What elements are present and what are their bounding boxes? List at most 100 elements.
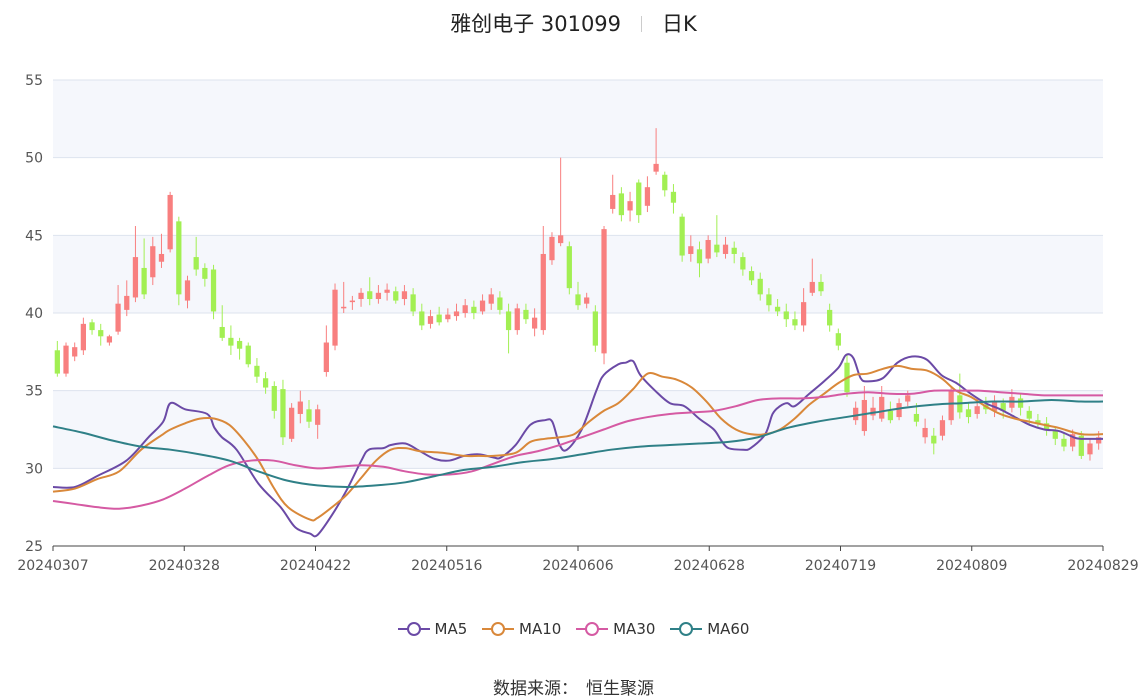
ma-line-ma30	[52, 389, 1103, 510]
candle-body	[575, 294, 581, 306]
candle-body	[722, 244, 729, 254]
x-tick-label: 20240606	[542, 558, 613, 574]
x-tick-label: 20240719	[805, 558, 876, 574]
chart-period: 日K	[662, 12, 697, 36]
candle-body	[167, 194, 173, 250]
ma-line-ma10	[52, 364, 1104, 522]
candle-body	[584, 297, 590, 304]
candle-body	[462, 305, 468, 313]
candle-body	[210, 269, 217, 312]
x-tick-label: 20240809	[936, 558, 1007, 574]
candle-body	[592, 311, 598, 346]
candle-body	[766, 294, 772, 306]
legend-item-ma5[interactable]: MA5	[397, 620, 467, 638]
candle-body	[670, 191, 677, 203]
legend-item-ma10[interactable]: MA10	[482, 620, 561, 638]
candle-body	[89, 322, 95, 331]
candle-body	[774, 306, 781, 312]
candle-body	[349, 300, 356, 303]
candle-body	[931, 435, 937, 444]
x-tick-label: 20240516	[411, 558, 482, 574]
candle-body	[254, 365, 260, 377]
y-tick-label: 35	[25, 384, 43, 400]
candle-body	[861, 399, 867, 432]
candle-body	[853, 407, 859, 421]
candle-body	[1087, 443, 1093, 455]
candle-body	[72, 347, 78, 357]
candle-body	[1061, 438, 1067, 447]
candle-body	[176, 221, 182, 295]
candle-body	[219, 326, 225, 338]
candle-body	[740, 257, 746, 270]
candle-body	[262, 378, 269, 388]
candle-body	[1000, 403, 1006, 411]
candle-body	[757, 278, 763, 295]
candle-body	[488, 294, 494, 304]
candle-body	[271, 386, 277, 411]
candle-body	[1096, 437, 1102, 444]
candle-body	[236, 340, 243, 349]
candle-body	[63, 345, 69, 374]
candle-body	[566, 246, 572, 289]
candle-body	[280, 389, 286, 438]
candle-body	[471, 306, 477, 313]
y-tick-label: 40	[25, 306, 43, 322]
candle-body	[141, 267, 147, 295]
legend-marker-icon	[397, 622, 430, 636]
candle-body	[818, 281, 824, 292]
candle-body	[870, 407, 876, 416]
x-tick-label: 20240307	[17, 558, 88, 574]
candle-body	[124, 295, 130, 310]
candle-body	[401, 291, 408, 300]
legend: MA5 MA10 MA30 MA60	[0, 620, 1147, 641]
y-tick-label: 55	[25, 73, 43, 89]
candle-body	[922, 427, 928, 438]
candle-body	[427, 316, 434, 324]
candle-body	[627, 201, 633, 211]
candle-body	[341, 306, 347, 309]
candle-body	[106, 336, 113, 343]
y-tick-label: 45	[25, 228, 43, 244]
legend-marker-icon	[670, 622, 703, 636]
candle-body	[636, 182, 642, 216]
candle-body	[705, 239, 711, 259]
candle-body	[558, 235, 564, 244]
candle-body	[549, 236, 555, 261]
candle-body	[419, 311, 425, 326]
candle-body	[731, 247, 737, 254]
data-source: 数据来源： 恒生聚源	[0, 674, 1147, 699]
candle-body	[835, 333, 841, 346]
candle-body	[653, 163, 659, 172]
candle-body	[610, 194, 616, 209]
candle-body	[393, 291, 399, 301]
candle-body	[1017, 398, 1024, 408]
candle-body	[54, 350, 60, 374]
candle-body	[193, 257, 199, 270]
candle-body	[184, 280, 191, 301]
candle-body	[714, 244, 720, 253]
candle-body	[939, 420, 946, 436]
candle-body	[514, 308, 520, 331]
legend-label: MA10	[519, 620, 562, 638]
candle-body	[375, 292, 382, 300]
legend-label: MA30	[613, 620, 656, 638]
candle-body	[783, 311, 789, 320]
candle-body	[367, 291, 373, 300]
candle-body	[1035, 420, 1041, 424]
x-tick-label: 20240328	[149, 558, 220, 574]
candle-body	[410, 294, 416, 312]
candle-body	[497, 297, 503, 310]
candle-body	[228, 337, 234, 346]
candle-body	[453, 311, 460, 317]
candle-body	[1026, 410, 1032, 419]
x-tick-label: 20240829	[1067, 558, 1138, 574]
candle-body	[115, 303, 121, 332]
legend-item-ma60[interactable]: MA60	[670, 620, 749, 638]
candle-body	[827, 309, 833, 326]
candle-body	[913, 413, 920, 422]
source-value: 恒生聚源	[586, 679, 654, 699]
candle-body	[896, 403, 902, 418]
candle-body	[601, 229, 607, 354]
legend-item-ma30[interactable]: MA30	[576, 620, 655, 638]
candle-body	[150, 246, 156, 278]
